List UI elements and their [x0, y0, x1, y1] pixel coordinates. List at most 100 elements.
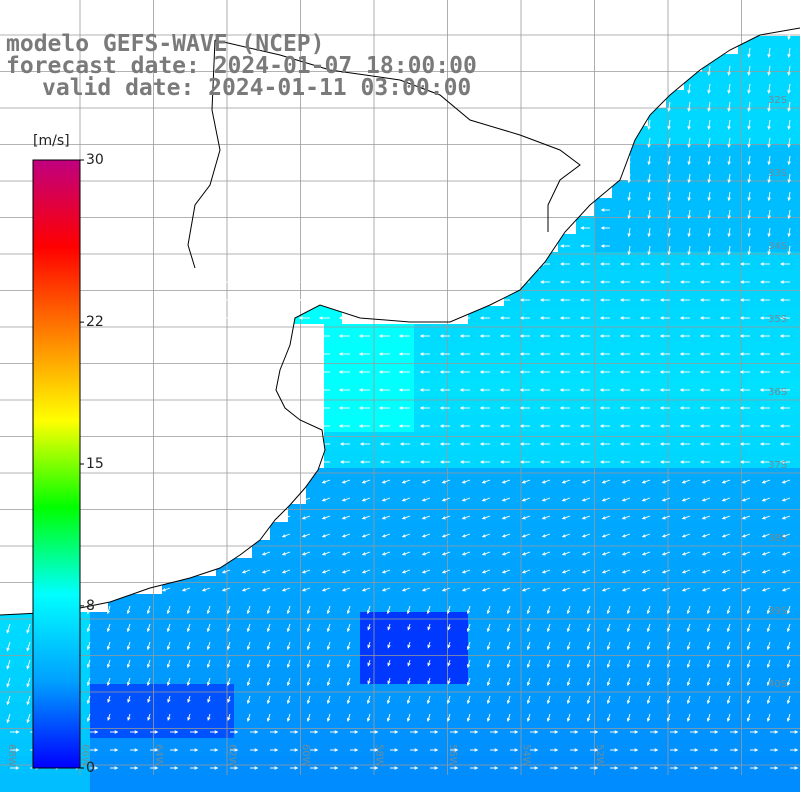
wind-speed-cell [612, 558, 630, 576]
wind-speed-cell [504, 324, 522, 342]
wind-speed-cell [162, 666, 180, 684]
wind-speed-cell [576, 612, 594, 630]
wind-speed-cell [612, 540, 630, 558]
wind-arrow [510, 766, 519, 770]
wind-speed-cell [558, 702, 576, 720]
wind-arrow [539, 442, 550, 446]
wind-arrow [170, 748, 179, 752]
wind-speed-cell [756, 342, 774, 360]
wind-arrow [667, 245, 671, 256]
wind-arrow [786, 695, 791, 705]
wind-speed-cell [72, 774, 90, 792]
wind-arrow [459, 442, 470, 446]
wind-speed-cell [648, 216, 666, 234]
wind-arrow [306, 677, 311, 687]
wind-speed-cell [18, 684, 36, 702]
wind-arrow [499, 424, 510, 428]
wind-arrow [746, 695, 751, 705]
wind-arrow [747, 101, 751, 113]
wind-speed-cell [756, 774, 774, 792]
wind-arrow [246, 641, 251, 651]
wind-arrow [466, 605, 471, 615]
wind-arrow [398, 406, 410, 410]
wind-arrow [306, 695, 311, 705]
wind-arrow [367, 623, 371, 631]
wind-arrow [541, 551, 551, 556]
wind-arrow [499, 388, 510, 392]
wind-arrow [427, 623, 431, 631]
wind-arrow [639, 370, 650, 374]
wind-speed-cell [720, 684, 738, 702]
wind-speed-cell [18, 720, 36, 738]
wind-arrow [401, 587, 411, 592]
wind-arrow [166, 623, 171, 633]
wind-arrow [330, 766, 339, 770]
wind-arrow [190, 766, 199, 770]
wind-arrow [559, 352, 570, 356]
wind-speed-cell [108, 720, 126, 738]
wind-speed-cell [756, 198, 774, 216]
wind-arrow [290, 766, 299, 770]
wind-arrow [541, 533, 551, 538]
wind-speed-cell [486, 360, 504, 378]
wind-speed-cell [558, 774, 576, 792]
wind-arrow [326, 659, 331, 669]
wind-arrow [566, 659, 571, 669]
wind-arrow [230, 730, 239, 734]
wind-arrow [490, 730, 499, 734]
wind-speed-cell [288, 684, 306, 702]
wind-arrow [270, 766, 279, 770]
wind-speed-cell [558, 360, 576, 378]
wind-arrow [366, 713, 371, 723]
wind-speed-cell [504, 450, 522, 468]
wind-arrow [298, 298, 310, 302]
wind-speed-cell [270, 684, 288, 702]
wind-speed-cell [792, 378, 800, 396]
wind-speed-cell [504, 648, 522, 666]
wind-speed-cell [792, 252, 800, 270]
wind-arrow [701, 515, 711, 520]
wind-arrow [439, 370, 450, 374]
wind-speed-cell [576, 504, 594, 522]
wind-arrow [421, 515, 431, 520]
wind-speed-cell [342, 432, 360, 450]
wind-arrow [399, 460, 410, 464]
wind-arrow [646, 659, 651, 669]
wind-arrow [659, 388, 670, 392]
wind-speed-cell [108, 666, 126, 684]
wind-arrow [361, 533, 371, 538]
wind-speed-cell [666, 270, 684, 288]
wind-speed-cell [648, 558, 666, 576]
wind-speed-cell [720, 738, 738, 756]
wind-speed-cell [396, 774, 414, 792]
wind-arrow [446, 605, 451, 615]
wind-speed-cell [648, 630, 666, 648]
wind-speed-cell [756, 288, 774, 306]
wind-speed-cell [684, 576, 702, 594]
wind-arrow [727, 83, 731, 95]
wind-speed-cell [738, 360, 756, 378]
wind-arrow [780, 262, 790, 266]
wind-speed-cell [774, 36, 792, 54]
wind-arrow [640, 262, 650, 266]
wind-arrow [659, 370, 670, 374]
wind-speed-cell [720, 612, 738, 630]
wind-speed-cell [774, 522, 792, 540]
wind-arrow [727, 191, 731, 202]
wind-arrow [126, 641, 131, 651]
wind-speed-cell [558, 414, 576, 432]
wind-arrow [226, 623, 231, 633]
wind-arrow [747, 209, 751, 220]
wind-speed-cell [486, 774, 504, 792]
wind-speed-cell [738, 162, 756, 180]
wind-speed-cell [738, 306, 756, 324]
wind-speed-cell [648, 144, 666, 162]
wind-arrow [421, 497, 431, 502]
wind-arrow [501, 551, 511, 556]
wind-arrow [370, 748, 379, 752]
wind-arrow [199, 280, 210, 284]
wind-arrow [186, 623, 191, 633]
wind-arrow [361, 515, 371, 520]
wind-arrow [787, 155, 791, 166]
wind-speed-cell [702, 216, 720, 234]
